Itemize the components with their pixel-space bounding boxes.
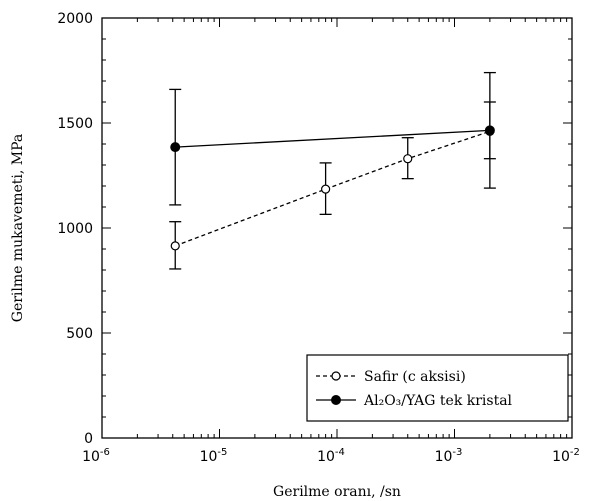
legend-marker-safir <box>331 371 341 381</box>
y-tick-label: 500 <box>66 326 93 342</box>
y-axis-label: Gerilme mukavemeti, MPa <box>10 134 26 322</box>
data-point-safir <box>321 184 331 194</box>
x-tick-label: 10-2 <box>552 447 580 465</box>
legend-label-al2o3-yag: Al₂O₃/YAG tek kristal <box>363 393 513 409</box>
data-point-al2o3-yag <box>484 125 495 136</box>
series-line-safir <box>175 130 491 247</box>
y-tick-label: 0 <box>84 431 93 447</box>
y-tick-label: 2000 <box>57 11 93 27</box>
tick-marks <box>101 17 573 439</box>
x-tick-label: 10-3 <box>435 447 463 465</box>
x-tick-label: 10-4 <box>317 447 345 465</box>
legend-label-safir: Safir (c aksisi) <box>364 369 466 385</box>
legend-marker-al2o3-yag <box>331 395 341 405</box>
series-line-al2o3-yag <box>175 129 490 148</box>
legend: Safir (c aksisi) Al₂O₃/YAG tek kristal <box>306 354 569 422</box>
data-point-al2o3-yag <box>170 142 181 153</box>
data-point-safir <box>403 154 413 164</box>
x-axis-label: Gerilme oranı, /sn <box>273 484 401 500</box>
x-tick-label: 10-6 <box>82 447 110 465</box>
data-point-safir <box>170 241 180 251</box>
data-series <box>169 71 496 270</box>
tick-labels: 10-6 10-5 10-4 10-3 10-2 0 500 1000 1500 2000 <box>57 11 580 465</box>
y-tick-label: 1000 <box>57 221 93 237</box>
legend-box <box>306 354 569 422</box>
x-tick-label: 10-5 <box>200 447 228 465</box>
y-tick-label: 1500 <box>57 116 93 132</box>
